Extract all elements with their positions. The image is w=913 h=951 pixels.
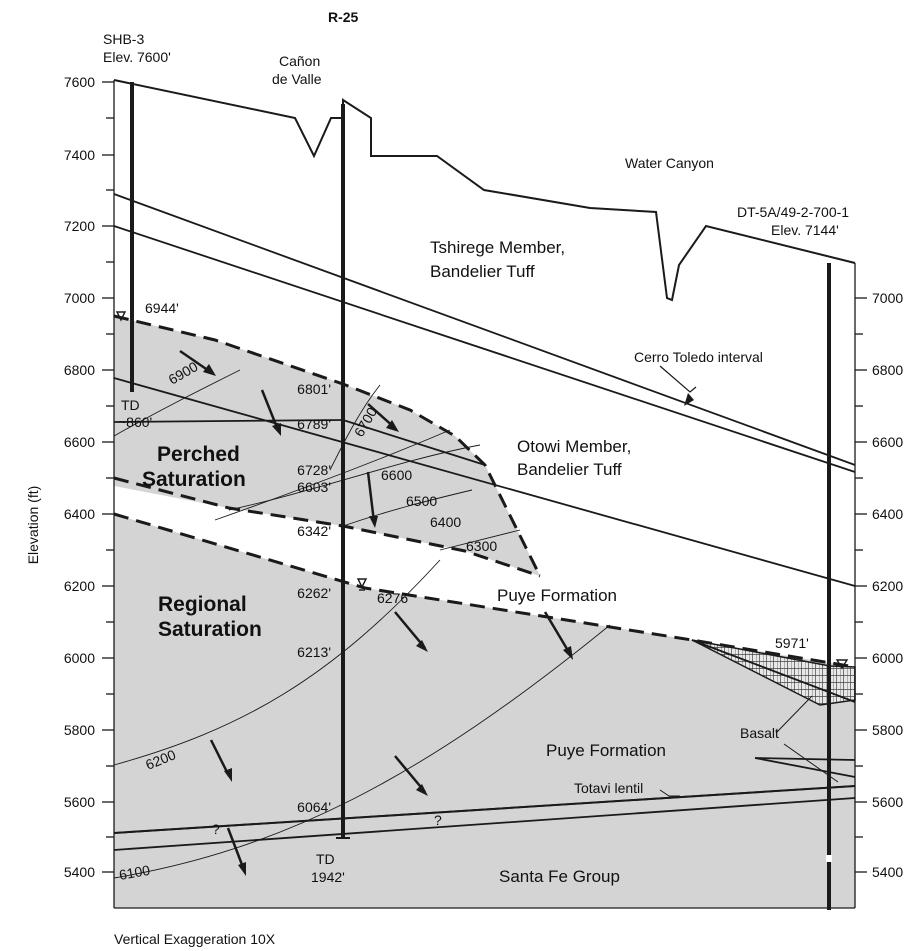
svg-text:7000: 7000	[64, 290, 95, 306]
arrow-heads	[203, 364, 573, 876]
svg-text:6603': 6603'	[297, 479, 331, 495]
svg-text:5400: 5400	[872, 864, 903, 880]
basalt-leader-2	[783, 743, 839, 783]
svg-text:6000: 6000	[872, 650, 903, 666]
svg-text:6728': 6728'	[297, 462, 331, 478]
svg-text:7000: 7000	[872, 290, 903, 306]
r25-td-depth: 1942'	[311, 869, 345, 885]
totavi-leader	[659, 789, 680, 797]
svg-text:5400: 5400	[64, 864, 95, 880]
left-ticks	[102, 81, 114, 873]
svg-text:5800: 5800	[64, 722, 95, 738]
zone-regional-2: Saturation	[158, 618, 262, 641]
svg-text:6400: 6400	[430, 514, 461, 530]
zone-perched-1: Perched	[157, 443, 240, 466]
unit-santa-fe: Santa Fe Group	[499, 867, 620, 886]
svg-text:6000: 6000	[64, 650, 95, 666]
shb3-elev: Elev. 7600'	[103, 49, 171, 65]
water-level-symbols	[115, 311, 849, 670]
svg-text:6801': 6801'	[297, 381, 331, 397]
unknown-contact	[113, 785, 856, 834]
svg-text:6400: 6400	[64, 506, 95, 522]
unknown-marker-2: ?	[434, 812, 442, 828]
shb3-td-depth: ~860'	[118, 414, 152, 430]
svg-text:6800: 6800	[872, 362, 903, 378]
place-canon-2: de Valle	[272, 71, 322, 87]
svg-text:7600: 7600	[64, 74, 95, 90]
unit-tshirege-2: Bandelier Tuff	[430, 262, 535, 281]
svg-text:7200: 7200	[64, 218, 95, 234]
right-ticks	[855, 297, 867, 873]
svg-text:6342': 6342'	[297, 523, 331, 539]
unit-totavi: Totavi lentil	[574, 780, 643, 796]
cerro-leader-head	[684, 393, 694, 406]
svg-text:6500: 6500	[406, 493, 437, 509]
regional-saturation-zone	[114, 514, 855, 908]
svg-text:6262': 6262'	[297, 585, 331, 601]
perched-saturation-zone	[114, 316, 540, 576]
r25-water-level: 6276'	[377, 590, 411, 606]
dt5a-elev: Elev. 7144'	[771, 222, 839, 238]
svg-text:6213': 6213'	[297, 644, 331, 660]
shb3-td: TD	[121, 397, 140, 413]
unit-basalt: Basalt	[740, 725, 779, 741]
zone-perched-2: Saturation	[142, 468, 246, 491]
svg-text:6100: 6100	[118, 862, 152, 883]
y-axis-title: Elevation (ft)	[25, 486, 41, 565]
svg-text:5600: 5600	[64, 794, 95, 810]
unit-puye-lower: Puye Formation	[546, 741, 666, 760]
unit-cerro: Cerro Toledo interval	[634, 349, 763, 365]
shb3-name: SHB-3	[103, 31, 144, 47]
contour-lines	[113, 369, 611, 879]
unknown-marker-1: ?	[212, 821, 220, 837]
zone-regional-1: Regional	[158, 593, 247, 616]
cerro-leader	[659, 365, 697, 393]
svg-text:6200: 6200	[64, 578, 95, 594]
unit-puye-upper: Puye Formation	[497, 586, 617, 605]
svg-text:6600: 6600	[872, 434, 903, 450]
svg-text:6789': 6789'	[297, 416, 331, 432]
svg-text:5800: 5800	[872, 722, 903, 738]
svg-text:6200: 6200	[872, 578, 903, 594]
svg-text:5600: 5600	[872, 794, 903, 810]
svg-text:6600: 6600	[64, 434, 95, 450]
r25-depth-labels: 6801' 6789' 6728' 6603' 6342' 6262' 6213…	[297, 381, 331, 815]
svg-text:6064': 6064'	[297, 799, 331, 815]
svg-text:7400: 7400	[64, 147, 95, 163]
svg-text:6300: 6300	[466, 538, 497, 554]
right-tick-labels: 7000 6800 6600 6400 6200 6000 5800 5600 …	[872, 290, 903, 880]
ground-surface	[113, 79, 856, 302]
vertical-exaggeration-note: Vertical Exaggeration 10X	[114, 931, 276, 947]
svg-text:6600: 6600	[381, 467, 412, 483]
place-water-canyon: Water Canyon	[625, 155, 714, 171]
left-tick-labels: 7600 7400 7200 7000 6800 6600 6400 6200 …	[64, 74, 95, 880]
svg-text:6400: 6400	[872, 506, 903, 522]
r25-td: TD	[316, 851, 335, 867]
unit-otowi-2: Bandelier Tuff	[517, 460, 622, 479]
dt5a-water: 5971'	[775, 635, 809, 651]
basalt-leader	[775, 695, 813, 734]
place-canon: Cañon	[279, 53, 320, 69]
svg-text:6800: 6800	[64, 362, 95, 378]
dt5a-name: DT-5A/49-2-700-1	[737, 204, 849, 220]
unit-tshirege-1: Tshirege Member,	[430, 238, 565, 257]
shb3-water: 6944'	[145, 300, 179, 316]
well-r25-label: R-25	[328, 9, 359, 25]
unit-otowi-1: Otowi Member,	[517, 437, 631, 456]
